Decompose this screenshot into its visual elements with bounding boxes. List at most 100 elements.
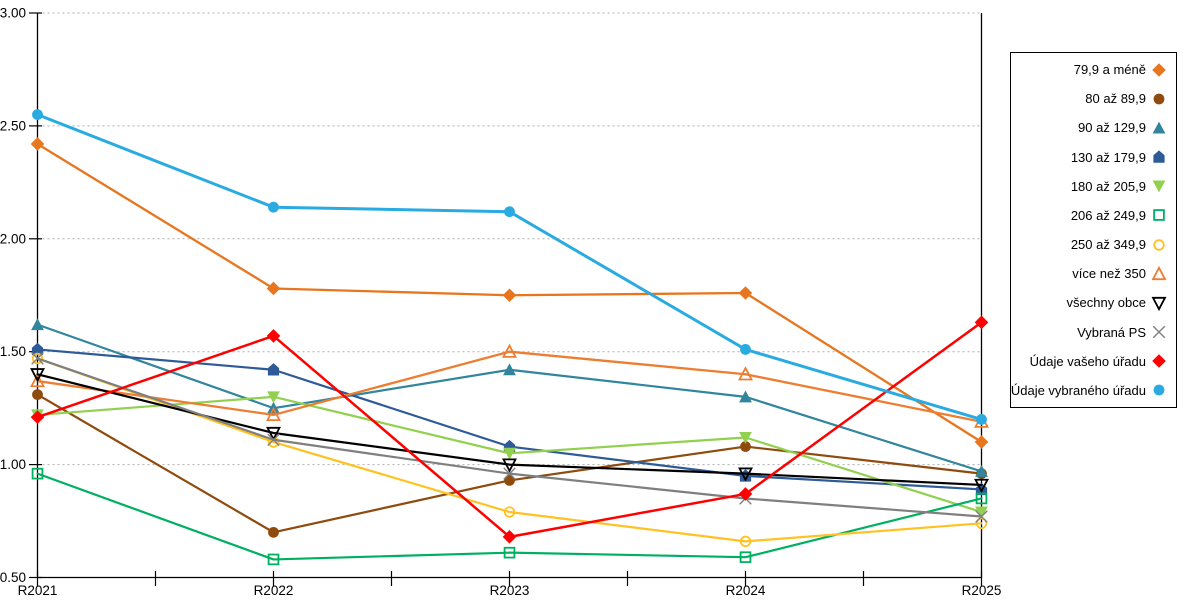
circle-marker-icon [976, 414, 987, 425]
circle-marker-icon [32, 389, 43, 401]
legend-marker [1152, 354, 1166, 369]
legend-item-label: 90 až 129,9 [1078, 120, 1146, 136]
triangle-up-marker-icon [503, 363, 516, 376]
legend-item-label: 180 až 205,9 [1070, 178, 1146, 194]
triangle-down-marker-icon [503, 447, 516, 460]
diamond-marker-icon [738, 286, 753, 300]
series-90 až 129,9 [31, 318, 988, 477]
legend-marker [1153, 238, 1165, 251]
y-axis-label: 3.00 [0, 6, 26, 21]
x-axis-label: R2024 [726, 583, 766, 598]
triangle-down-marker-icon [974, 478, 989, 494]
legend-item: více než 350 [1011, 259, 1176, 288]
triangle-down-marker-icon [1152, 180, 1166, 193]
legend-item: 206 až 249,9 [1011, 201, 1176, 230]
circle-marker-icon [31, 352, 44, 365]
legend-item: 130 až 179,9 [1011, 143, 1176, 172]
legend-marker [1153, 93, 1165, 105]
legend-item-label: Údaje vašeho úřadu [1029, 353, 1146, 369]
triangle-down-marker-icon [738, 467, 753, 482]
x-marker-icon [267, 433, 280, 447]
legend-marker [1152, 121, 1166, 134]
legend-marker [1153, 385, 1165, 396]
series-více než 350 [30, 343, 989, 428]
legend-item-label: 130 až 179,9 [1070, 149, 1146, 165]
circle-marker-icon [740, 344, 751, 355]
x-axis-label: R2025 [962, 583, 1002, 598]
series-206 až 249,9 [31, 467, 988, 566]
legend-item: 80 až 89,9 [1011, 84, 1176, 113]
triangle-down-marker-icon [30, 368, 45, 383]
series-Údaje vybraného úřadu [32, 109, 987, 425]
legend-item-label: 250 až 349,9 [1070, 237, 1146, 253]
legend-item-label: Údaje vybraného úřadu [1010, 382, 1146, 398]
circle-marker-icon [267, 436, 280, 448]
circle-marker-icon [1153, 93, 1165, 105]
triangle-up-marker-icon [266, 406, 281, 422]
pentagon-marker-icon [739, 469, 752, 482]
x-axis-label: R2023 [490, 583, 530, 598]
circle-marker-icon [268, 526, 279, 538]
y-axis-label: 2.50 [0, 118, 26, 133]
circle-marker-icon [1153, 385, 1165, 396]
series-79,9 a méně [30, 137, 989, 449]
diamond-marker-icon [30, 410, 45, 424]
triangle-down-marker-icon [502, 458, 517, 473]
x-marker-icon [31, 352, 44, 365]
series-Vybraná PS [31, 352, 988, 523]
x-marker-icon [1152, 325, 1166, 339]
legend-item: 250 až 349,9 [1011, 230, 1176, 259]
circle-marker-icon [975, 517, 988, 530]
triangle-up-marker-icon [738, 366, 753, 381]
legend-item-label: Vybraná PS [1077, 324, 1146, 340]
legend-item-label: 79,9 a méně [1073, 62, 1146, 78]
triangle-up-marker-icon [30, 372, 45, 388]
circle-marker-icon [1153, 238, 1165, 251]
series-80 až 89,9 [32, 389, 987, 538]
diamond-marker-icon [502, 530, 517, 544]
square-marker-icon [739, 551, 752, 563]
circle-marker-icon [503, 506, 516, 518]
circle-marker-icon [268, 201, 279, 213]
diamond-marker-icon [974, 435, 989, 449]
y-axis-label: 1.00 [0, 457, 26, 472]
series-line [36, 350, 983, 423]
triangle-down-marker-icon [975, 506, 988, 519]
legend-marker [1151, 265, 1167, 280]
square-marker-icon [267, 553, 280, 566]
circle-marker-icon [504, 475, 515, 486]
x-axis-label: R2022 [254, 583, 294, 598]
legend-item-label: více než 350 [1072, 266, 1146, 282]
triangle-down-marker-icon [739, 432, 752, 444]
square-marker-icon [1153, 209, 1165, 222]
legend-item: 79,9 a méně [1011, 55, 1176, 84]
legend-item: všechny obce [1011, 288, 1176, 317]
diamond-marker-icon [266, 329, 281, 343]
diamond-marker-icon [1152, 62, 1166, 77]
triangle-up-marker-icon [1151, 265, 1167, 280]
legend-item: Údaje vašeho úřadu [1011, 347, 1176, 376]
diamond-marker-icon [502, 288, 517, 303]
legend-marker [1151, 296, 1167, 311]
circle-marker-icon [32, 109, 43, 121]
x-axis-label: R2021 [18, 583, 58, 598]
diamond-marker-icon [266, 281, 281, 296]
diamond-marker-icon [30, 137, 45, 151]
legend-item: 180 až 205,9 [1011, 172, 1176, 201]
y-axis-label: 0.50 [0, 570, 26, 585]
legend-item: Údaje vybraného úřadu [1011, 376, 1176, 405]
circle-marker-icon [739, 535, 752, 548]
triangle-up-marker-icon [31, 318, 44, 331]
legend-item-label: 206 až 249,9 [1070, 207, 1146, 223]
legend-marker [1152, 325, 1166, 339]
legend-item-label: všechny obce [1066, 295, 1147, 311]
triangle-down-marker-icon [1151, 296, 1167, 311]
triangle-up-marker-icon [502, 343, 517, 358]
legend-marker [1153, 150, 1165, 163]
y-axis-label: 2.00 [0, 231, 26, 246]
triangle-down-marker-icon [266, 426, 281, 442]
legend-box: 79,9 a méně 80 až 89,9 90 až 129,9 130 až 1… [1010, 52, 1177, 408]
triangle-down-marker-icon [267, 391, 280, 404]
